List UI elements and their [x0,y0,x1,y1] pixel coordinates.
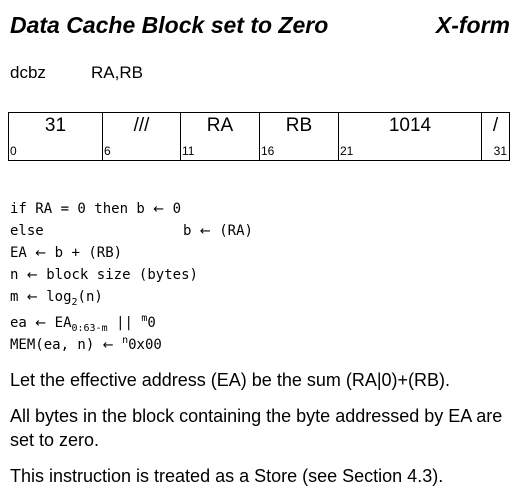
encoding-field-ra: RA 11 [180,113,259,160]
instruction-form: X-form [435,12,510,38]
assign-arrow-icon: ← [35,246,47,261]
encoding-field-opcode: 31 0 [9,113,102,160]
pseudocode-line: ea ← EA0:63-m || m0 [10,313,156,334]
pseudocode-block: if RA = 0 then b ← 0 else b ← (RA) EA ← b… [10,198,310,353]
description-paragraph: All bytes in the block containing the by… [10,406,503,450]
field-start-bit: 11 [182,144,195,158]
assign-arrow-icon: ← [26,268,38,283]
assign-arrow-icon: ← [199,224,211,239]
field-value: /// [133,115,150,136]
encoding-field-rb: RB 16 [259,113,338,160]
operands: RA,RB [91,63,143,82]
assign-arrow-icon: ← [26,290,38,305]
pseudocode-line: m ← log2(n) [10,289,103,308]
description-paragraph: This instruction is treated as a Store (… [10,466,444,486]
instruction-title: Data Cache Block set to Zero [10,12,329,38]
encoding-field-xo: 1014 21 [338,113,481,160]
instruction-syntax: dcbz RA,RB [10,62,143,84]
assign-arrow-icon: ← [153,202,165,217]
field-start-bit: 6 [104,144,111,158]
instruction-encoding-table: 31 0 /// 6 RA 11 RB 16 1014 21 / 31 [8,112,510,161]
field-value: RA [206,115,234,136]
description-paragraph: Let the effective address (EA) be the su… [10,370,451,390]
instruction-heading: Data Cache Block set to Zero X-form [10,8,510,42]
field-start-bit: 16 [261,144,275,158]
field-start-bit: 31 [493,144,507,158]
pseudocode-line: if RA = 0 then b ← 0 [10,201,182,217]
encoding-field-reserved: /// 6 [102,113,180,160]
pseudocode-line: else b ← (RA) [10,223,253,239]
assign-arrow-icon: ← [35,316,47,331]
field-value: 31 [44,115,67,136]
field-start-bit: 21 [340,144,354,158]
field-value: RB [285,115,313,136]
mnemonic: dcbz [10,63,46,82]
pseudocode-line: EA ← b + (RB) [10,245,123,261]
field-start-bit: 0 [10,144,17,158]
field-value: / [492,115,499,136]
assign-arrow-icon: ← [102,338,114,353]
field-value: 1014 [388,115,432,136]
encoding-field-reserved-bit: / 31 [481,113,509,160]
pseudocode-line: n ← block size (bytes) [10,267,198,283]
pseudocode-line: MEM(ea, n) ← n0x00 [10,335,162,353]
